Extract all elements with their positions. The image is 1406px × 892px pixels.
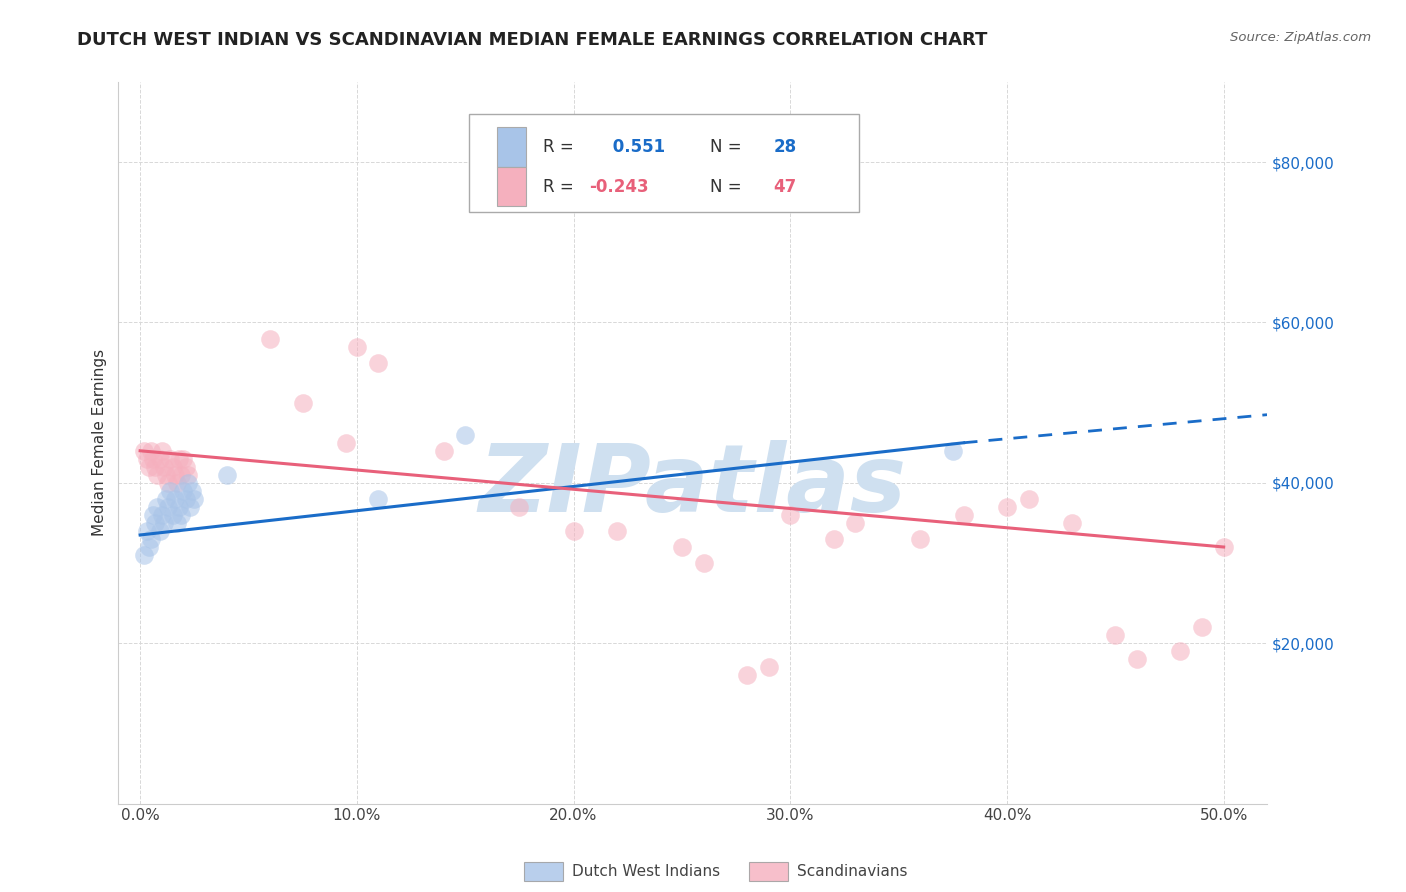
Point — [692, 556, 714, 570]
Point — [138, 540, 160, 554]
Point — [139, 532, 162, 546]
Point — [159, 483, 181, 498]
Point — [167, 451, 190, 466]
Point — [167, 500, 190, 514]
Point — [163, 467, 186, 482]
Point — [259, 331, 281, 345]
Text: Scandinavians: Scandinavians — [797, 864, 907, 879]
Point — [159, 451, 181, 466]
Text: DUTCH WEST INDIAN VS SCANDINAVIAN MEDIAN FEMALE EARNINGS CORRELATION CHART: DUTCH WEST INDIAN VS SCANDINAVIAN MEDIAN… — [77, 31, 987, 49]
Point — [432, 443, 454, 458]
Point — [606, 524, 628, 538]
Text: R =: R = — [543, 178, 579, 195]
Text: ZIPatlas: ZIPatlas — [478, 440, 907, 532]
Point — [142, 451, 165, 466]
Text: 0.551: 0.551 — [606, 138, 665, 156]
Point — [1191, 620, 1213, 634]
Point — [166, 516, 188, 530]
Point — [735, 668, 758, 682]
Point — [150, 443, 173, 458]
Point — [177, 475, 200, 490]
Point — [215, 467, 238, 482]
Point — [183, 491, 205, 506]
Point — [779, 508, 801, 522]
Point — [153, 459, 176, 474]
Point — [174, 491, 197, 506]
Point — [454, 427, 477, 442]
Point — [153, 516, 176, 530]
Point — [1018, 491, 1040, 506]
Point — [181, 483, 204, 498]
Text: R =: R = — [543, 138, 579, 156]
Point — [1126, 652, 1149, 666]
Text: 28: 28 — [773, 138, 796, 156]
Point — [134, 548, 156, 562]
Point — [142, 508, 165, 522]
Point — [1060, 516, 1083, 530]
Point — [143, 516, 166, 530]
Point — [170, 467, 193, 482]
FancyBboxPatch shape — [498, 127, 526, 167]
Point — [179, 500, 201, 514]
Point — [844, 516, 866, 530]
Point — [149, 451, 172, 466]
Point — [157, 500, 180, 514]
Point — [149, 524, 172, 538]
Point — [134, 443, 156, 458]
Point — [952, 508, 974, 522]
FancyBboxPatch shape — [498, 167, 526, 206]
Point — [162, 459, 184, 474]
Point — [157, 475, 180, 490]
Text: Dutch West Indians: Dutch West Indians — [572, 864, 720, 879]
Text: N =: N = — [710, 178, 747, 195]
Point — [335, 435, 357, 450]
Point — [367, 491, 389, 506]
FancyBboxPatch shape — [468, 114, 859, 211]
Point — [367, 355, 389, 369]
Point — [995, 500, 1018, 514]
Text: N =: N = — [710, 138, 747, 156]
Point — [758, 660, 780, 674]
Point — [1104, 628, 1126, 642]
Point — [1212, 540, 1234, 554]
Point — [146, 467, 169, 482]
Point — [291, 395, 314, 409]
Point — [143, 459, 166, 474]
Point — [135, 524, 157, 538]
Point — [163, 491, 186, 506]
Point — [138, 459, 160, 474]
Point — [172, 483, 194, 498]
Text: -0.243: -0.243 — [589, 178, 650, 195]
Point — [174, 459, 197, 474]
Point — [170, 508, 193, 522]
Point — [346, 339, 368, 353]
Y-axis label: Median Female Earnings: Median Female Earnings — [93, 349, 107, 536]
Point — [162, 508, 184, 522]
Point — [910, 532, 932, 546]
Text: Source: ZipAtlas.com: Source: ZipAtlas.com — [1230, 31, 1371, 45]
Point — [942, 443, 965, 458]
Point — [139, 443, 162, 458]
Point — [671, 540, 693, 554]
Point — [823, 532, 845, 546]
Point — [146, 500, 169, 514]
Point — [1170, 644, 1192, 658]
Text: 47: 47 — [773, 178, 796, 195]
Point — [172, 451, 194, 466]
Point — [177, 467, 200, 482]
Point — [508, 500, 530, 514]
Point — [166, 475, 188, 490]
Point — [155, 491, 177, 506]
Point — [155, 467, 177, 482]
Point — [562, 524, 585, 538]
Point — [150, 508, 173, 522]
Point — [135, 451, 157, 466]
